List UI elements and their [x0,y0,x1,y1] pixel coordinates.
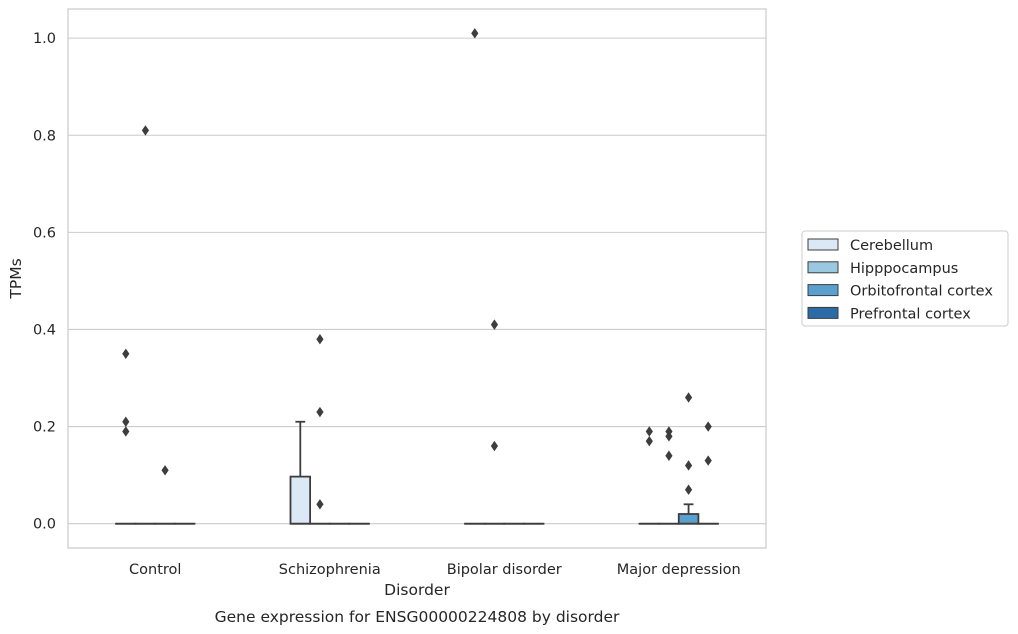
legend-entry: Cerebellum [850,238,933,254]
outlier-point [665,431,673,442]
outlier-point [665,450,673,461]
plot-frame [67,8,767,549]
outlier-point [122,426,130,437]
legend-swatch [807,306,839,319]
outlier-point [316,406,324,418]
outlier-points [122,28,712,510]
outlier-point [471,28,479,39]
outlier-point [141,125,150,136]
box-cerebellum [289,420,312,525]
box-body [289,475,312,525]
box-body [677,513,700,525]
outlier-point [161,465,169,476]
outlier-point [122,348,130,359]
outlier-point [684,484,693,495]
outlier-point [645,435,653,447]
legend: Cerebellum Hipppocampus Orbitofrontal cort… [801,230,1009,327]
legend-frame [801,230,1009,327]
y-tick-label: 0.2 [33,420,56,436]
legend-swatch [807,238,839,251]
legend-entry: Orbitofrontal cortex [850,284,993,300]
chart-caption: Gene expression for ENSG00000224808 by d… [215,608,620,626]
x-tick-label: Major depression [617,562,741,578]
x-tick-label: Control [129,562,181,578]
y-tick-labels: 0.0 0.2 0.4 0.6 0.8 1.0 [33,31,56,533]
outlier-point [316,333,324,345]
outlier-point [122,416,130,427]
box-orbitofrontal-cortex [677,503,700,525]
outlier-point [684,392,693,403]
x-tick-label: Bipolar disorder [447,562,562,578]
outlier-point [316,499,324,510]
x-axis-label: Disorder [384,581,450,599]
box-groups [115,420,719,525]
x-tick-labels: Control Schizophrenia Bipolar disorder Majo… [129,562,741,578]
outlier-point [490,440,499,452]
x-tick-label: Schizophrenia [279,562,381,578]
y-tick-label: 0.6 [33,225,56,241]
outlier-point [704,455,712,466]
y-axis-label: TPMs [7,258,25,299]
outlier-point [704,421,712,432]
y-tick-label: 1.0 [33,31,56,47]
y-tick-label: 0.8 [33,128,56,144]
legend-swatch [807,284,839,297]
outlier-point [684,460,693,471]
outlier-point [645,426,653,437]
y-tick-label: 0.0 [33,517,56,533]
legend-entry: Prefrontal cortex [850,306,971,322]
y-tick-label: 0.4 [33,322,56,338]
legend-entry: Hipppocampus [850,261,958,277]
outlier-point [490,319,499,330]
legend-swatch [807,261,839,274]
grid-lines [68,37,766,525]
